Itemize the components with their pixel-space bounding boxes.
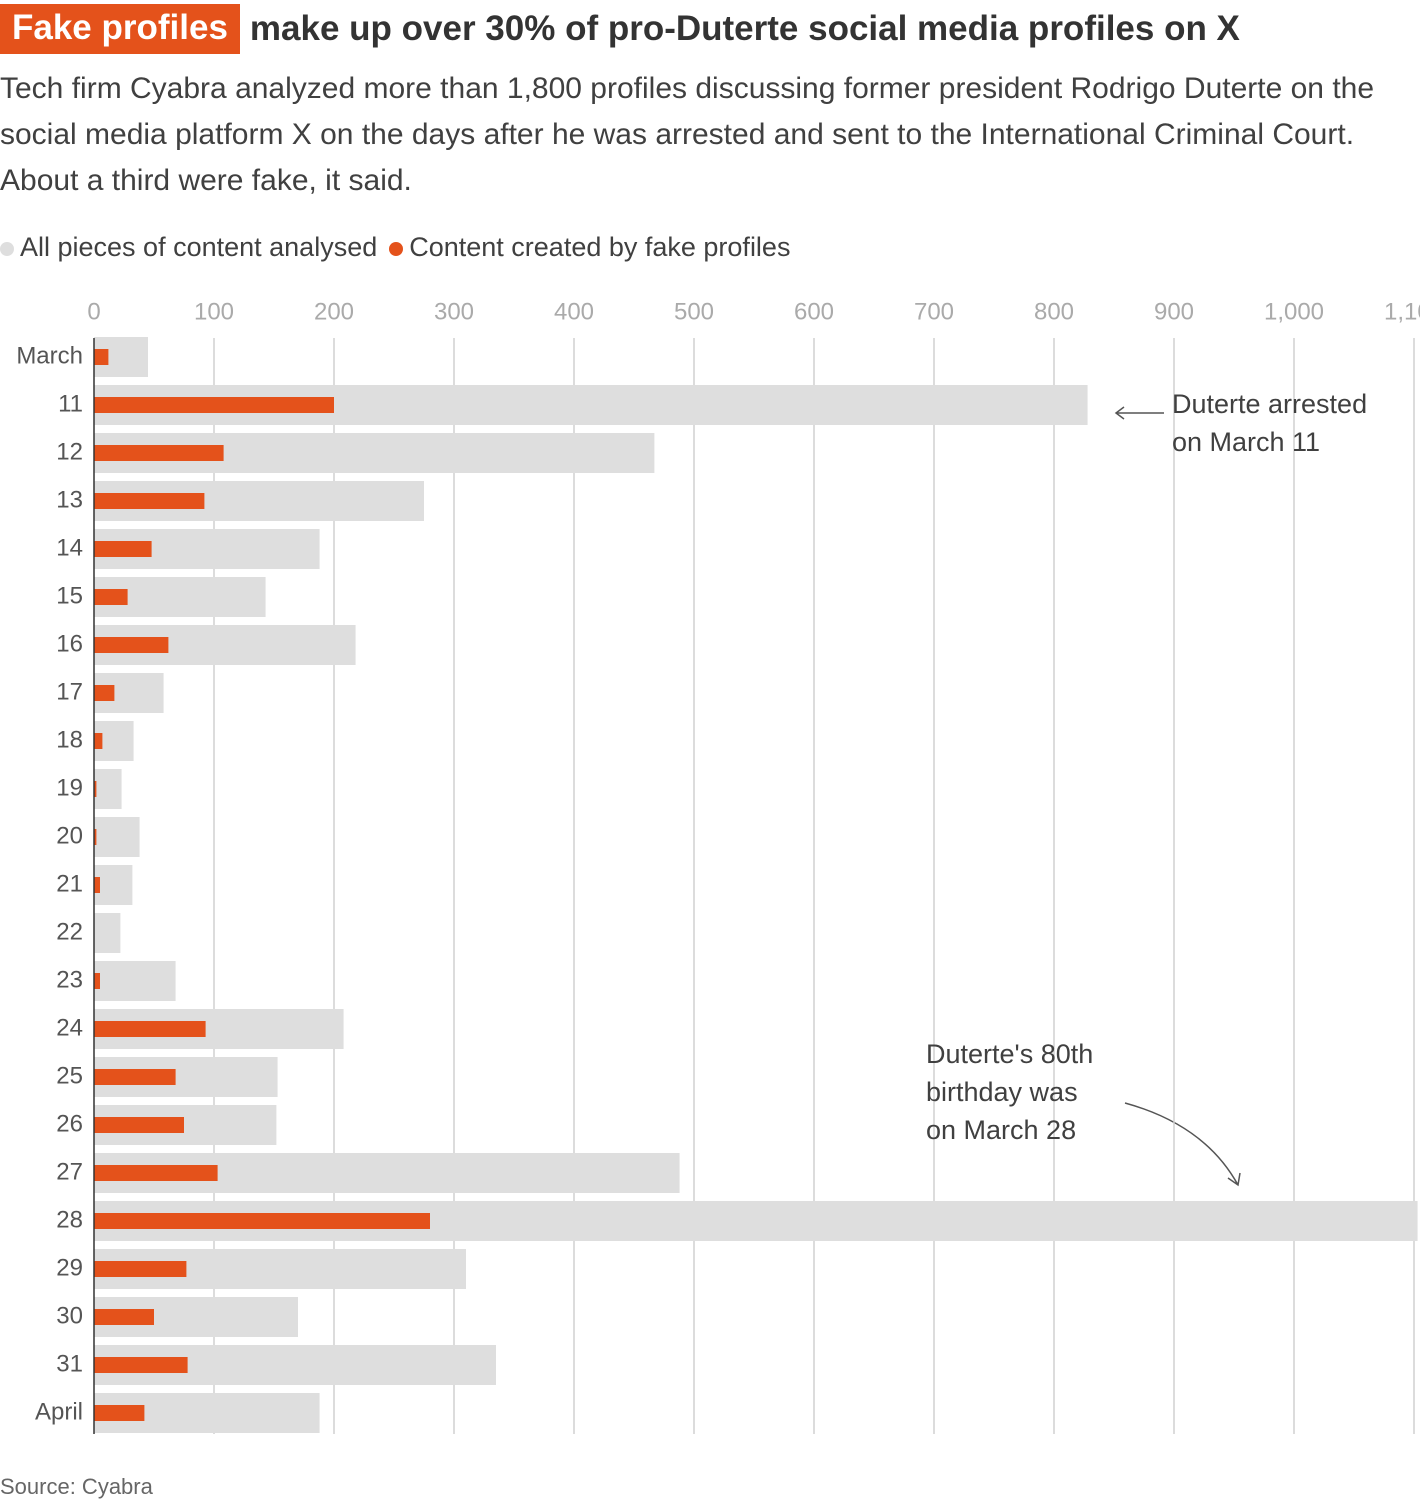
y-tick-label: 24: [56, 1014, 83, 1041]
bar: [94, 1117, 184, 1133]
y-tick-label: 17: [56, 678, 83, 705]
y-tick-label: 20: [56, 822, 83, 849]
annotation-arrow: [1114, 406, 1164, 420]
x-tick-label: 200: [314, 298, 354, 325]
legend-label: Content created by fake profiles: [409, 232, 791, 262]
x-tick-label: 500: [674, 298, 714, 325]
bar: [94, 397, 334, 413]
y-tick-label: 21: [56, 870, 83, 897]
bar: [94, 1021, 206, 1037]
y-tick-label: 26: [56, 1110, 83, 1137]
y-tick-label: 25: [56, 1062, 83, 1089]
legend-swatch: [0, 241, 14, 256]
annotation: on March 28: [926, 1115, 1076, 1145]
annotation-arrow: [1124, 1102, 1241, 1187]
bar: [94, 1357, 188, 1373]
bar: [94, 685, 115, 701]
bar: [94, 817, 140, 857]
bar: [94, 877, 100, 893]
x-tick-label: 800: [1034, 298, 1074, 325]
bar: [94, 733, 103, 749]
y-tick-label: 15: [56, 582, 83, 609]
subtitle: Tech firm Cyabra analyzed more than 1,80…: [0, 72, 1375, 197]
y-tick-label: 28: [56, 1206, 83, 1233]
legend-item: Content created by fake profiles: [389, 232, 790, 263]
x-tick-label: 400: [554, 298, 594, 325]
y-tick-label: 31: [56, 1350, 83, 1377]
x-tick-label: 1,000: [1264, 298, 1324, 325]
y-tick-label: 18: [56, 726, 83, 753]
y-tick-label: 23: [56, 966, 83, 993]
y-tick-label: 30: [56, 1302, 83, 1329]
title: Fake profiles make up over 30% of pro-Du…: [0, 4, 1240, 54]
bar: [94, 1069, 176, 1085]
x-tick-label: 600: [794, 298, 834, 325]
bar: [94, 1213, 430, 1229]
y-tick-label: 29: [56, 1254, 83, 1281]
y-tick-label: 19: [56, 774, 83, 801]
annotation: Duterte's 80th: [926, 1039, 1093, 1069]
title-highlight: Fake profiles: [0, 4, 240, 54]
y-tick-label: 12: [56, 438, 83, 465]
y-tick-label: 16: [56, 630, 83, 657]
bar: [94, 865, 133, 905]
bar: [94, 961, 176, 1001]
annotation: on March 11: [1172, 427, 1320, 457]
bar: [94, 913, 121, 953]
legend-item: All pieces of content analysed: [0, 232, 377, 263]
bar: [94, 769, 122, 809]
bar: [94, 1261, 187, 1277]
source: Source: Cyabra: [0, 1474, 153, 1499]
bar: [94, 973, 100, 989]
bar: [94, 493, 205, 509]
x-tick-label: 700: [914, 298, 954, 325]
bar: [94, 589, 128, 605]
x-tick-label: 900: [1154, 298, 1194, 325]
bar: [94, 781, 97, 797]
y-tick-label: March: [16, 342, 83, 369]
y-tick-label: April: [35, 1398, 83, 1425]
bar: [94, 637, 169, 653]
legend-label: All pieces of content analysed: [20, 232, 378, 262]
bar: [94, 1309, 154, 1325]
bar: [94, 829, 97, 845]
annotation: birthday was: [926, 1077, 1078, 1107]
bar: [94, 541, 152, 557]
y-tick-label: 13: [56, 486, 83, 513]
legend: All pieces of content analysed Content cr…: [0, 232, 790, 263]
y-tick-label: 22: [56, 918, 83, 945]
bar: [94, 349, 109, 365]
y-tick-label: 27: [56, 1158, 83, 1185]
bar: [94, 1165, 218, 1181]
x-tick-label: 100: [194, 298, 234, 325]
x-tick-label: 0: [87, 298, 100, 325]
y-tick-label: 11: [58, 390, 83, 417]
x-tick-label: 1,100: [1384, 298, 1420, 325]
bar: [94, 445, 224, 461]
annotation: Duterte arrested: [1172, 389, 1367, 419]
x-tick-label: 300: [434, 298, 474, 325]
legend-swatch: [389, 241, 404, 256]
bar: [94, 1405, 145, 1421]
title-text: make up over 30% of pro-Duterte social m…: [249, 9, 1240, 48]
y-tick-label: 14: [56, 534, 83, 561]
